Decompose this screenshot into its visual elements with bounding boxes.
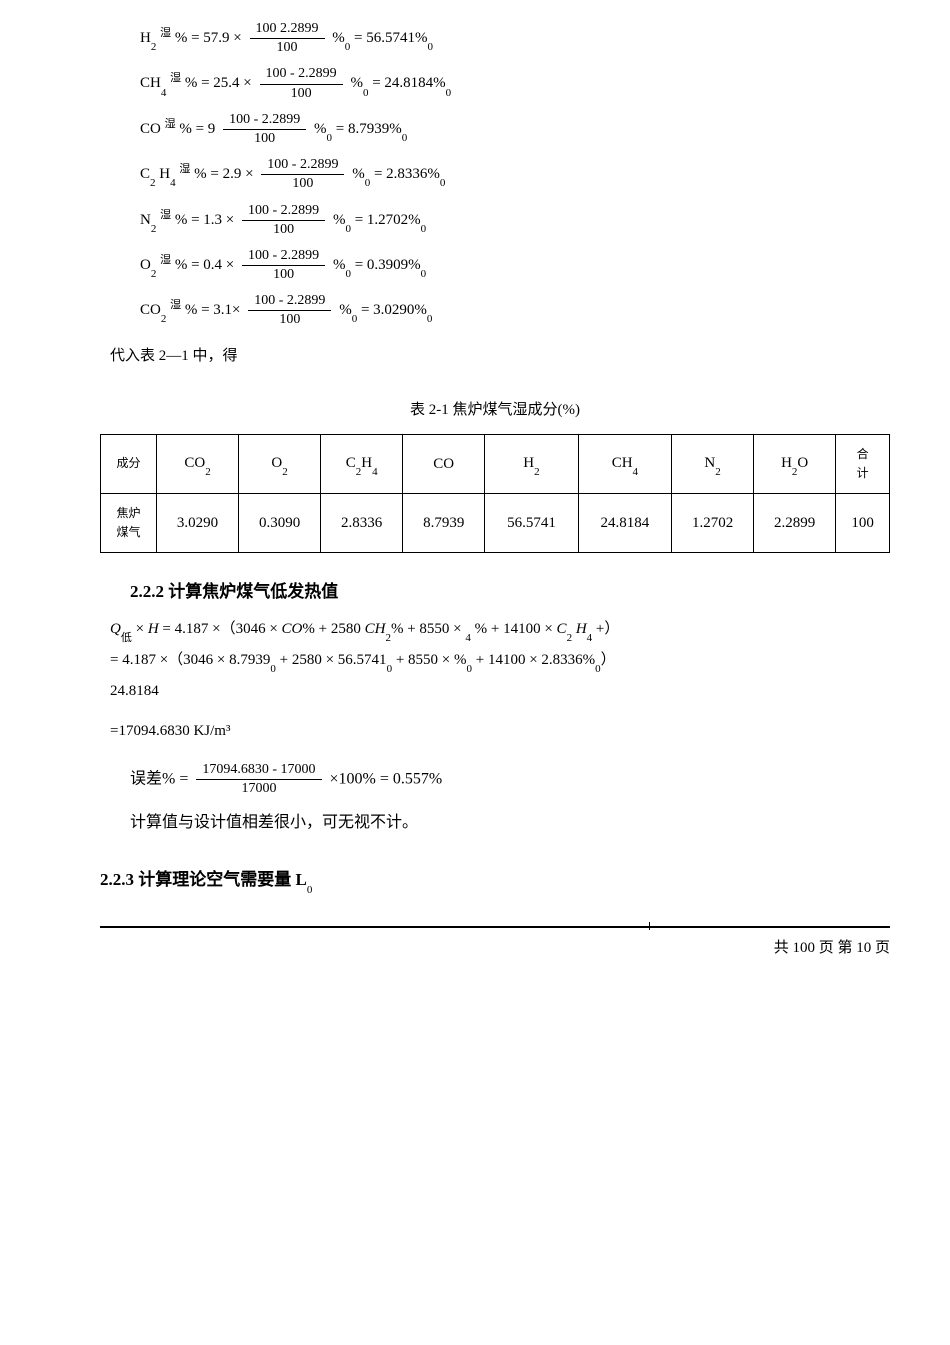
header-cell: 成分 xyxy=(101,434,157,493)
table-header-row: 成分 CO2 O2 C2H4 CO H2 CH4 N2 H2O 合计 xyxy=(101,434,890,493)
data-cell: 24.8184 xyxy=(578,494,671,553)
formula-block: H2 湿 % = 57.9 × 100 2.2899100 %0 = 56.57… xyxy=(140,20,890,373)
section-222-title: 2.2.2 计算焦炉煤气低发热值 xyxy=(130,578,890,605)
formula-co2: CO2 湿 % = 3.1× 100 - 2.2899100 %0 = 3.02… xyxy=(140,292,890,329)
sub: 2 xyxy=(151,41,157,53)
header-cell: N2 xyxy=(672,434,754,493)
data-cell: 8.7939 xyxy=(403,494,485,553)
footer-tick xyxy=(649,922,650,930)
data-cell: 100 xyxy=(836,494,890,553)
footer-text: 共 100 页 第 10 页 xyxy=(774,940,890,956)
formula-co: CO 湿 % = 9 100 - 2.2899100 %0 = 8.7939%0 xyxy=(140,111,890,148)
data-cell: 2.8336 xyxy=(321,494,403,553)
data-cell: 2.2899 xyxy=(754,494,836,553)
calc-line3: 24.8184 xyxy=(110,676,890,706)
table-data-row: 焦炉煤气 3.0290 0.3090 2.8336 8.7939 56.5741… xyxy=(101,494,890,553)
calc-result: =17094.6830 KJ/m³ xyxy=(110,716,890,746)
formula-o2: O2 湿 % = 0.4 × 100 - 2.2899100 %0 = 0.39… xyxy=(140,247,890,284)
formula-n2: N2 湿 % = 1.3 × 100 - 2.2899100 %0 = 1.27… xyxy=(140,202,890,239)
comment-line: 计算值与设计值相差很小，可无视不计。 xyxy=(130,810,890,836)
formula-ch4: CH4 湿 % = 25.4 × 100 - 2.2899100 %0 = 24… xyxy=(140,65,890,102)
header-cell: C2H4 xyxy=(321,434,403,493)
header-cell: 合计 xyxy=(836,434,890,493)
data-cell: 0.3090 xyxy=(239,494,321,553)
header-cell: O2 xyxy=(239,434,321,493)
section-223-title: 2.2.3 计算理论空气需要量 L0 xyxy=(100,866,890,896)
header-cell: H2 xyxy=(485,434,578,493)
header-cell: CH4 xyxy=(578,434,671,493)
substitute-text: 代入表 2—1 中，得 xyxy=(110,340,890,373)
data-cell: 1.2702 xyxy=(672,494,754,553)
formula-h2: H2 湿 % = 57.9 × 100 2.2899100 %0 = 56.57… xyxy=(140,20,890,57)
page-footer: 共 100 页 第 10 页 xyxy=(100,926,890,960)
data-cell: 56.5741 xyxy=(485,494,578,553)
header-cell: H2O xyxy=(754,434,836,493)
calc-block: Q低 × H = 4.187 ×（3046 × CO% + 2580 CH2% … xyxy=(110,614,890,746)
composition-table: 成分 CO2 O2 C2H4 CO H2 CH4 N2 H2O 合计 焦炉煤气 … xyxy=(100,434,890,554)
header-cell: CO xyxy=(403,434,485,493)
formula-c2h4: C2 H4 湿 % = 2.9 × 100 - 2.2899100 %0 = 2… xyxy=(140,156,890,193)
table-title: 表 2-1 焦炉煤气湿成分(%) xyxy=(100,398,890,422)
wet-sup: 湿 xyxy=(160,27,171,39)
header-cell: CO2 xyxy=(157,434,239,493)
data-cell: 3.0290 xyxy=(157,494,239,553)
row-label-cell: 焦炉煤气 xyxy=(101,494,157,553)
calc-line1: Q低 × H = 4.187 ×（3046 × CO% + 2580 CH2% … xyxy=(110,614,890,645)
calc-line2: = 4.187 ×（3046 × 8.79390 + 2580 × 56.574… xyxy=(110,645,890,676)
error-line: 误差% = 17094.6830 - 1700017000 ×100% = 0.… xyxy=(130,761,890,798)
